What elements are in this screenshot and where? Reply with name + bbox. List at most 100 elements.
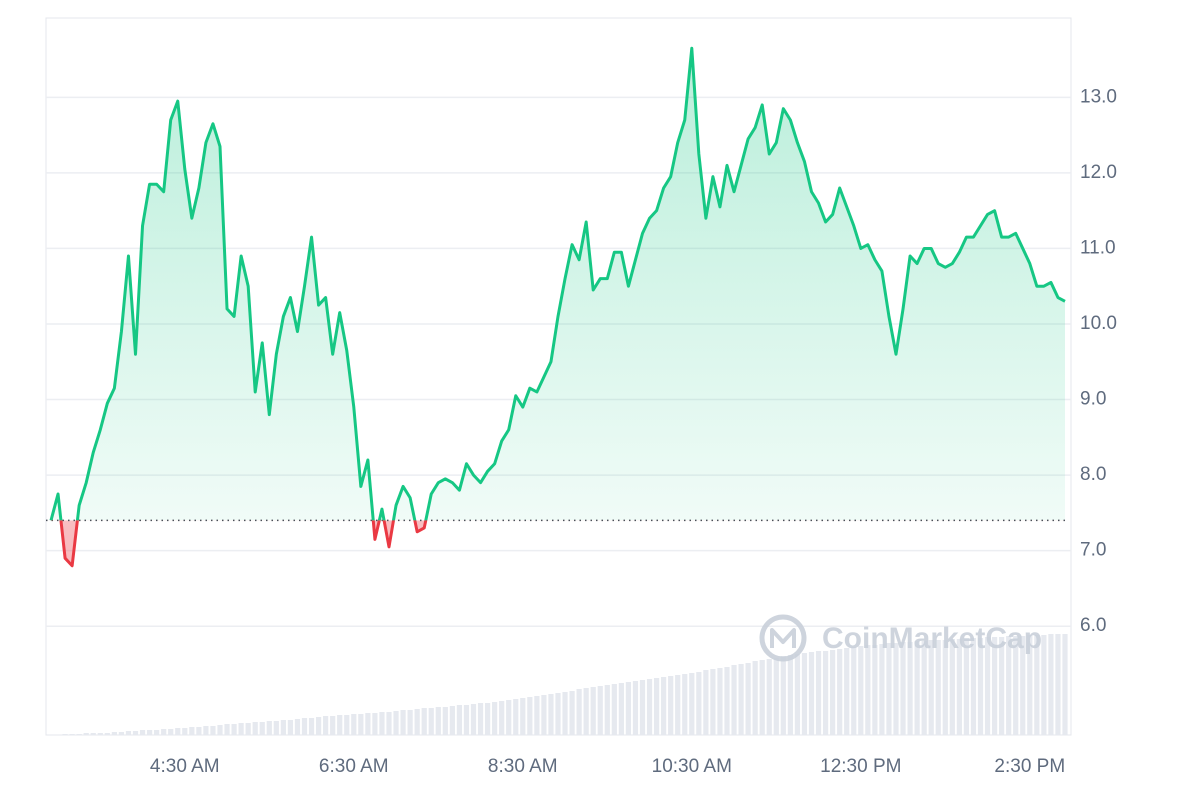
volume-bar <box>428 708 434 735</box>
volume-bar <box>1062 634 1068 735</box>
volume-bar <box>808 652 815 735</box>
volume-bar <box>203 726 209 735</box>
volume-bar <box>146 730 153 735</box>
volume-bar <box>1027 635 1033 735</box>
volume-bar <box>104 733 110 735</box>
x-tick-label: 12:30 PM <box>820 756 901 777</box>
volume-bar <box>435 707 441 735</box>
volume-bar <box>773 658 779 735</box>
volume-bar <box>900 642 906 735</box>
volume-bar <box>942 640 948 735</box>
y-tick-label: 6.0 <box>1080 615 1106 636</box>
volume-bar <box>752 661 758 735</box>
y-tick-label: 11.0 <box>1080 237 1116 258</box>
volume-bar <box>759 660 765 735</box>
volume-bar <box>956 639 962 735</box>
volume-bar <box>442 707 448 735</box>
volume-bar <box>294 719 301 735</box>
volume-bar <box>69 734 75 735</box>
volume-bar <box>625 682 632 735</box>
volume-bar <box>576 689 582 735</box>
volume-bar <box>548 694 554 735</box>
volume-bar <box>886 643 892 735</box>
volume-bar <box>527 697 533 735</box>
y-tick-label: 7.0 <box>1080 540 1106 561</box>
volume-bar <box>928 640 934 735</box>
volume-bar <box>830 650 836 735</box>
volume-bar <box>168 729 174 735</box>
x-tick-label: 2:30 PM <box>994 756 1065 777</box>
volume-bar <box>315 717 322 735</box>
volume-bar <box>555 693 561 735</box>
volume-bar <box>914 641 920 735</box>
volume-bar <box>231 724 237 735</box>
x-tick-label: 10:30 AM <box>652 756 732 777</box>
volume-bar <box>745 663 751 735</box>
volume-bar <box>822 651 829 735</box>
volume-bar <box>949 639 955 735</box>
volume-bar <box>379 712 385 735</box>
volume-bar <box>780 656 786 735</box>
volume-bar <box>1013 636 1019 735</box>
volume-bar <box>111 732 117 735</box>
volume-bar <box>541 695 547 735</box>
volume-bar <box>210 726 216 735</box>
volume-bar <box>618 683 624 735</box>
volume-bar <box>421 708 427 735</box>
watermark-text: CoinMarketCap <box>822 622 1042 655</box>
volume-bar <box>266 721 272 735</box>
volume-bar <box>893 643 899 735</box>
volume-bar <box>1034 635 1040 735</box>
volume-bar <box>217 725 223 735</box>
volume-bar <box>703 670 709 735</box>
volume-bar <box>62 734 68 735</box>
volume-bar <box>161 729 167 735</box>
volume-bar <box>301 718 308 735</box>
volume-bar <box>449 706 455 735</box>
volume-bar <box>963 638 970 735</box>
volume-bar <box>154 730 160 735</box>
volume-bar <box>1041 635 1047 735</box>
volume-bar <box>463 705 470 735</box>
volume-bar <box>879 644 885 735</box>
volume-bar <box>569 691 575 735</box>
volume-bar <box>520 698 526 735</box>
volume-bar <box>696 672 702 735</box>
volume-bar <box>287 720 294 735</box>
volume-bar <box>632 681 639 735</box>
volume-bar <box>731 665 737 735</box>
watermark-logo <box>759 614 807 662</box>
volume-bar <box>252 722 258 735</box>
volume-bar <box>372 713 378 735</box>
price-line-up <box>49 46 1066 521</box>
volume-bar <box>907 642 913 735</box>
volume-bar <box>604 685 610 735</box>
volume-bar <box>837 649 843 735</box>
volume-bar <box>583 688 589 735</box>
x-tick-label: 8:30 AM <box>488 756 558 777</box>
volume-bar <box>337 715 343 735</box>
volume-bar <box>97 733 103 735</box>
volume-bar <box>682 674 688 735</box>
volume-bar <box>999 637 1005 735</box>
volume-bar <box>456 705 463 735</box>
volume-bar <box>175 728 181 735</box>
volume-bar <box>844 648 850 735</box>
volume-bar <box>970 638 977 735</box>
volume-bar <box>308 718 315 735</box>
volume-bar <box>323 716 329 735</box>
volume-bar <box>414 709 420 735</box>
volume-bar <box>935 640 941 735</box>
volume-bar <box>351 714 357 735</box>
volume-bar <box>858 646 864 735</box>
volume-bar <box>238 723 244 735</box>
volume-bar <box>125 731 132 735</box>
volume-bar <box>661 677 667 735</box>
x-tick-label: 4:30 AM <box>150 756 220 777</box>
volume-bar <box>534 696 540 735</box>
volume-bar <box>872 645 878 735</box>
volume-bar <box>1020 636 1026 735</box>
volume-bar <box>506 700 512 735</box>
y-tick-label: 9.0 <box>1080 389 1106 410</box>
